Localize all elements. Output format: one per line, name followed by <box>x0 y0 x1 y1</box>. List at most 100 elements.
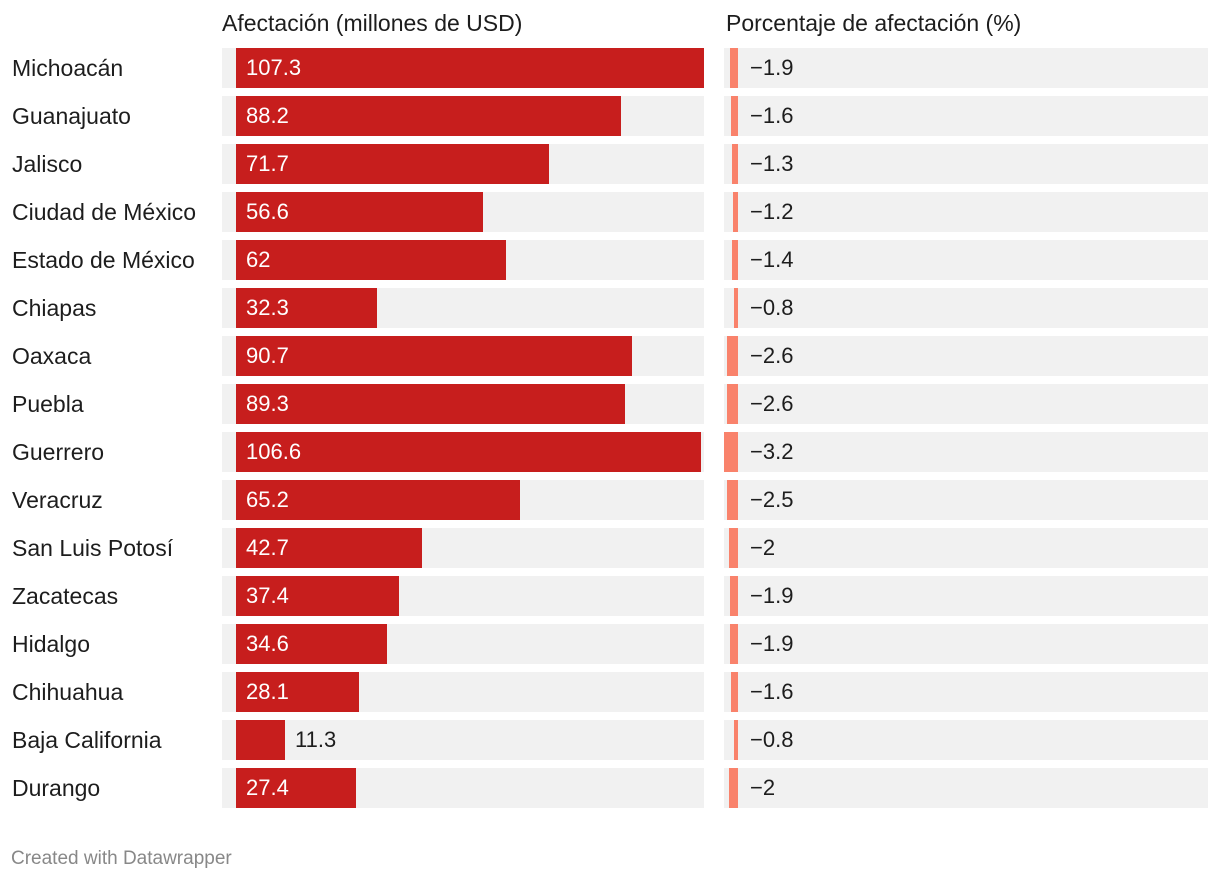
bar-afectacion[interactable] <box>236 288 377 328</box>
table-row: Hidalgo 34.6 −1.9 <box>0 624 1220 664</box>
bar-porcentaje[interactable] <box>730 624 738 664</box>
value-label-afectacion: 90.7 <box>246 343 289 368</box>
value-label-porcentaje: −2.5 <box>750 487 794 512</box>
category-label: Baja California <box>12 727 162 753</box>
category-label: Michoacán <box>12 55 124 81</box>
bar-porcentaje[interactable] <box>727 480 738 520</box>
value-label-porcentaje: −3.2 <box>750 439 794 464</box>
bar-afectacion[interactable] <box>236 624 387 664</box>
bar-track-porcentaje: −1.9 <box>724 624 1208 664</box>
bar-porcentaje[interactable] <box>727 336 738 376</box>
bar-porcentaje[interactable] <box>730 576 738 616</box>
bar-track-afectacion: 56.6 <box>222 192 704 232</box>
value-label-porcentaje: −0.8 <box>750 727 794 752</box>
bar-track-afectacion: 106.6 <box>222 432 704 472</box>
bar-porcentaje[interactable] <box>729 768 738 808</box>
value-label-afectacion: 27.4 <box>246 775 289 800</box>
category-label: Jalisco <box>12 151 83 177</box>
bar-track-porcentaje: −1.6 <box>724 96 1208 136</box>
bar-porcentaje[interactable] <box>730 48 738 88</box>
bar-track-afectacion: 107.3 <box>222 48 704 88</box>
bar-track-afectacion: 90.7 <box>222 336 704 376</box>
value-label-porcentaje: −1.4 <box>750 247 794 272</box>
bar-track-porcentaje: −0.8 <box>724 288 1208 328</box>
value-label-porcentaje: −1.3 <box>750 151 794 176</box>
footer-credit[interactable]: Created with Datawrapper <box>11 848 232 869</box>
value-label-afectacion: 34.6 <box>246 631 289 656</box>
bar-afectacion[interactable] <box>236 192 483 232</box>
table-row: Zacatecas 37.4 −1.9 <box>0 576 1220 616</box>
value-label-porcentaje: −2.6 <box>750 391 794 416</box>
category-label: San Luis Potosí <box>12 535 174 561</box>
table-row: Ciudad de México 56.6 −1.2 <box>0 192 1220 232</box>
bar-track-porcentaje: −2.6 <box>724 384 1208 424</box>
table-row: Jalisco 71.7 −1.3 <box>0 144 1220 184</box>
value-label-porcentaje: −2.6 <box>750 343 794 368</box>
table-row: Oaxaca 90.7 −2.6 <box>0 336 1220 376</box>
value-label-afectacion: 106.6 <box>246 439 302 464</box>
table-row: Guanajuato 88.2 −1.6 <box>0 96 1220 136</box>
bar-track-afectacion: 32.3 <box>222 288 704 328</box>
bar-porcentaje[interactable] <box>731 672 738 712</box>
bar-track-porcentaje: −2.5 <box>724 480 1208 520</box>
value-label-afectacion: 28.1 <box>246 679 289 704</box>
bar-afectacion[interactable] <box>236 528 422 568</box>
value-label-porcentaje: −1.6 <box>750 103 794 128</box>
value-label-porcentaje: −1.6 <box>750 679 794 704</box>
table-row: Michoacán 107.3 −1.9 <box>0 48 1220 88</box>
bar-track-porcentaje: −1.4 <box>724 240 1208 280</box>
bar-afectacion[interactable] <box>236 576 399 616</box>
bar-porcentaje[interactable] <box>727 384 738 424</box>
bar-porcentaje[interactable] <box>734 720 738 760</box>
bar-porcentaje[interactable] <box>724 432 738 472</box>
category-label: Guerrero <box>12 439 105 465</box>
bar-porcentaje[interactable] <box>733 192 738 232</box>
value-label-afectacion: 89.3 <box>246 391 289 416</box>
bar-track-porcentaje: −1.9 <box>724 48 1208 88</box>
category-label: Guanajuato <box>12 103 131 129</box>
value-label-afectacion: 71.7 <box>246 151 289 176</box>
category-label: Zacatecas <box>12 583 119 609</box>
bar-track-porcentaje: −1.6 <box>724 672 1208 712</box>
bar-track-porcentaje: −1.2 <box>724 192 1208 232</box>
value-label-porcentaje: −1.9 <box>750 631 794 656</box>
bar-track-afectacion: 27.4 <box>222 768 704 808</box>
value-label-porcentaje: −1.2 <box>750 199 794 224</box>
bar-track-porcentaje: −1.9 <box>724 576 1208 616</box>
bar-afectacion[interactable] <box>236 720 285 760</box>
bar-afectacion[interactable] <box>236 48 704 88</box>
bar-afectacion[interactable] <box>236 432 701 472</box>
bar-track-afectacion: 28.1 <box>222 672 704 712</box>
value-label-afectacion: 11.3 <box>295 727 337 752</box>
table-row: Puebla 89.3 −2.6 <box>0 384 1220 424</box>
bar-afectacion[interactable] <box>236 480 520 520</box>
bar-afectacion[interactable] <box>236 240 506 280</box>
value-label-porcentaje: −2 <box>750 775 776 800</box>
bar-porcentaje[interactable] <box>732 240 738 280</box>
bar-porcentaje[interactable] <box>731 96 738 136</box>
bar-afectacion[interactable] <box>236 672 359 712</box>
category-label: Hidalgo <box>12 631 90 657</box>
category-label: Chiapas <box>12 295 97 321</box>
value-label-porcentaje: −0.8 <box>750 295 794 320</box>
bar-afectacion[interactable] <box>236 384 625 424</box>
table-row: Estado de México 62 −1.4 <box>0 240 1220 280</box>
bar-track-porcentaje: −2.6 <box>724 336 1208 376</box>
bar-porcentaje[interactable] <box>734 288 738 328</box>
bar-porcentaje[interactable] <box>729 528 738 568</box>
bar-afectacion[interactable] <box>236 336 632 376</box>
bar-afectacion[interactable] <box>236 144 549 184</box>
table-row: Baja California 11.3 −0.8 <box>0 720 1220 760</box>
bar-track-porcentaje: −2 <box>724 768 1208 808</box>
bar-track-afectacion: 42.7 <box>222 528 704 568</box>
category-label: Durango <box>12 775 101 801</box>
bar-porcentaje[interactable] <box>732 144 738 184</box>
table-row: Chihuahua 28.1 −1.6 <box>0 672 1220 712</box>
category-label: Oaxaca <box>12 343 92 369</box>
bar-afectacion[interactable] <box>236 96 621 136</box>
column-title-afectacion: Afectación (millones de USD) <box>222 10 523 36</box>
bar-afectacion[interactable] <box>236 768 356 808</box>
bar-track-porcentaje: −1.3 <box>724 144 1208 184</box>
bar-track-afectacion: 88.2 <box>222 96 704 136</box>
value-label-afectacion: 37.4 <box>246 583 289 608</box>
